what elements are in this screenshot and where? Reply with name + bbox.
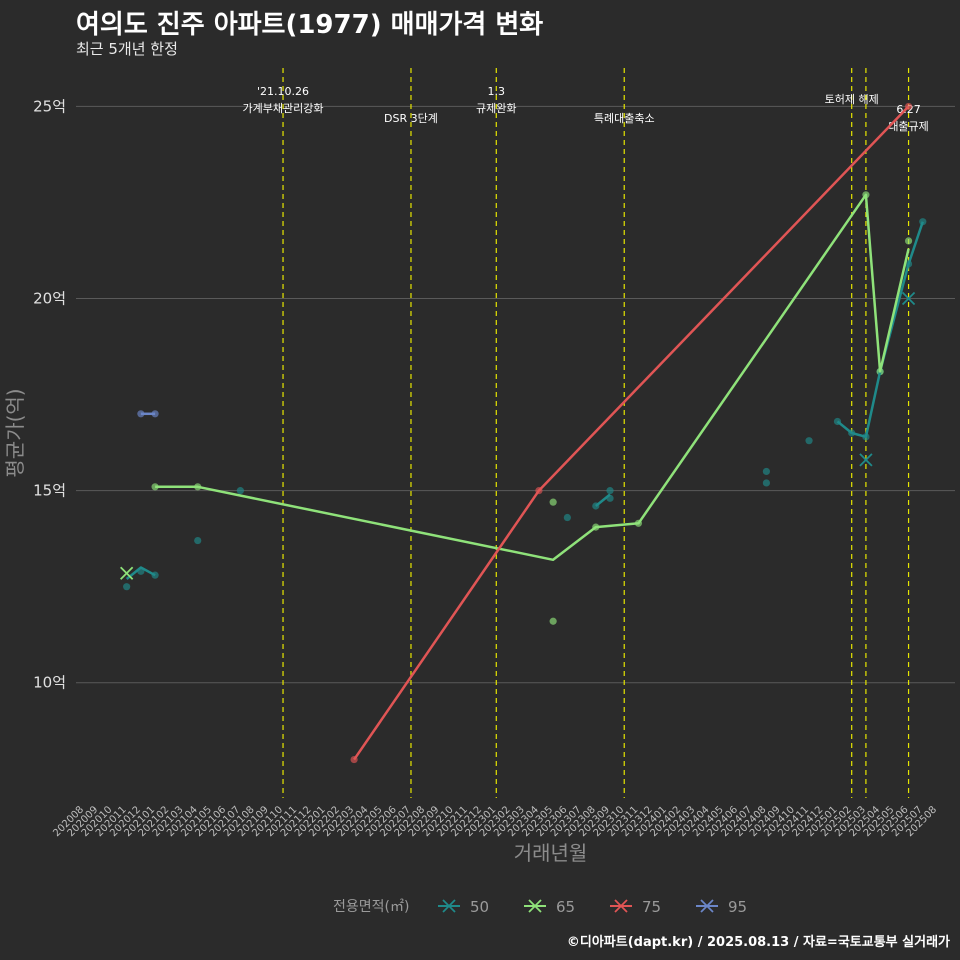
event-label: 대출규제 [888, 120, 928, 133]
event-label: 가계부채관리강화 [243, 102, 324, 115]
cross-stroke [700, 899, 714, 913]
point-65 [151, 483, 159, 491]
legend-label-65: 65 [556, 898, 575, 916]
point-65 [549, 498, 557, 506]
event-label: 규제완화 [476, 102, 516, 115]
event-label: 토허제 해제 [825, 92, 879, 106]
point-50 [563, 513, 571, 522]
y-tick-label: 15억 [33, 482, 66, 500]
cross-stroke [442, 899, 456, 913]
marker-65 [120, 566, 134, 580]
source-caption: ©디아파트(dapt.kr) / 2025.08.13 / 자료=국토교통부 실… [566, 935, 950, 950]
legend-marker-75 [614, 899, 628, 913]
y-axis-title: 평균가(억) [3, 388, 27, 477]
point-50 [606, 487, 614, 495]
legend-marker-50 [442, 899, 456, 913]
series-65-line [155, 193, 910, 562]
point-50 [123, 583, 131, 591]
point-50 [762, 479, 771, 487]
legend-label-50: 50 [470, 898, 489, 916]
y-tick-label: 10억 [33, 674, 66, 692]
legend-marker-65 [528, 899, 542, 913]
event-label: '21.10.26 [257, 85, 309, 98]
chart-subtitle: 최근 5개년 한정 [76, 40, 178, 58]
legend-title: 전용면적(㎡) [333, 899, 409, 915]
point-65 [904, 237, 913, 245]
legend-label-75: 75 [642, 898, 661, 916]
y-tick-label: 25억 [33, 97, 66, 115]
point-50 [194, 536, 202, 545]
event-label: DSR 3단계 [384, 112, 438, 125]
cross-stroke [120, 566, 134, 580]
cross-stroke [859, 453, 873, 467]
point-65 [549, 617, 557, 625]
cross-stroke [528, 899, 542, 913]
chart-title: 여의도 진주 아파트(1977) 매매가격 변화 [76, 10, 544, 40]
point-50 [762, 467, 771, 476]
series-50-line [595, 493, 611, 507]
marker-50 [901, 291, 916, 306]
point-50 [236, 487, 244, 495]
y-tick-label: 20억 [33, 290, 66, 308]
legend-marker-95 [700, 899, 714, 913]
point-50 [805, 437, 813, 445]
series-75-line [353, 105, 910, 761]
cross-stroke [901, 291, 916, 306]
marker-50 [859, 453, 873, 467]
x-axis-title: 거래년월 [514, 841, 588, 865]
event-label: 특례대출축소 [594, 112, 655, 125]
series-50-line [125, 566, 156, 580]
legend-label-95: 95 [728, 898, 747, 916]
event-label: 1.3 [488, 85, 506, 98]
point-95 [137, 410, 145, 418]
series-50-line [836, 221, 924, 439]
cross-stroke [614, 899, 628, 913]
